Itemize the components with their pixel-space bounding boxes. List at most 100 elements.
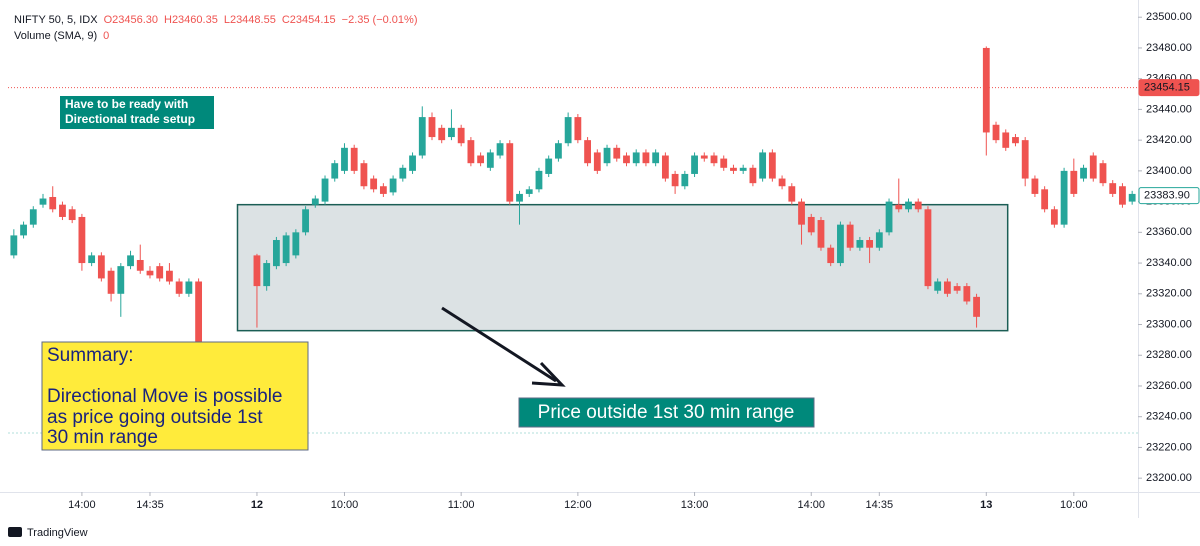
candle-body — [136, 259, 144, 271]
candle-body — [555, 143, 562, 159]
candle-body — [652, 152, 660, 164]
candle-body — [272, 240, 280, 267]
candle-body — [127, 255, 134, 267]
candle-body — [156, 266, 164, 279]
candle-body — [798, 201, 805, 225]
candle-body — [603, 147, 611, 164]
candle-body — [107, 270, 115, 294]
x-tick-label: 14:00 — [68, 499, 96, 511]
x-tick-label: 11:00 — [448, 499, 475, 511]
candle-body — [982, 47, 990, 133]
y-tick-label: 23220.00 — [1146, 441, 1192, 453]
y-tick-label: 23260.00 — [1146, 380, 1192, 392]
price-tag-label: 23454.15 — [1144, 82, 1190, 94]
candle-body — [1089, 155, 1097, 179]
candle-body — [856, 240, 864, 248]
symbol: NIFTY 50, 5, IDX — [14, 14, 98, 26]
candle-body — [185, 281, 193, 294]
setup-callout — [60, 96, 214, 129]
candle-body — [963, 286, 971, 302]
summary-text: as price going outside 1st — [47, 407, 263, 428]
candle-body — [1080, 167, 1087, 179]
candle-body — [379, 186, 387, 194]
setup-text: Have to be ready with — [65, 97, 188, 111]
x-tick-label: 10:00 — [1060, 499, 1088, 511]
candle-body — [623, 155, 630, 164]
candle-body — [632, 152, 640, 164]
candle-body — [895, 204, 903, 210]
candle-body — [885, 201, 893, 233]
x-tick-label: 14:35 — [136, 499, 164, 511]
legend-line: NIFTY 50, 5, IDX O23456.30 H23460.35 L23448… — [14, 14, 418, 26]
range-callout — [518, 397, 815, 428]
candle-body — [778, 178, 786, 187]
candle-body — [661, 155, 669, 179]
y-tick-label: 23360.00 — [1146, 226, 1192, 238]
y-tick-label: 23420.00 — [1146, 134, 1192, 146]
candle-body — [10, 235, 18, 256]
candle-body — [759, 152, 767, 179]
price-tag — [1138, 187, 1200, 205]
candle-layer — [10, 46, 1136, 348]
candle-body — [370, 178, 378, 190]
candle-body — [914, 201, 922, 210]
candle-body — [749, 167, 757, 184]
candle-body — [20, 224, 27, 236]
candle-body — [311, 198, 319, 205]
candle-body — [59, 204, 66, 217]
y-tick-label: 23340.00 — [1146, 257, 1192, 269]
candle-body — [545, 158, 553, 174]
y-tick-label: 23320.00 — [1146, 288, 1192, 300]
candle-body — [321, 178, 329, 202]
candle-body — [350, 147, 358, 171]
candle-body — [1128, 193, 1136, 202]
candle-body — [593, 152, 601, 171]
range-box — [236, 203, 1009, 332]
volume-label: Volume (SMA, 9) — [14, 30, 97, 42]
candle-body — [671, 173, 679, 187]
candle-body — [409, 155, 416, 171]
candle-body — [953, 286, 961, 291]
candle-body — [282, 235, 290, 264]
candle-body — [175, 281, 183, 294]
candle-body — [710, 155, 718, 164]
candle-body — [49, 196, 57, 210]
candle-body — [905, 201, 912, 210]
candle-body — [516, 193, 523, 202]
y-tick-label: 23200.00 — [1146, 472, 1192, 484]
x-tick-label: 12 — [251, 499, 263, 511]
candle-body — [1002, 132, 1010, 148]
brand-logo — [8, 527, 22, 537]
candle-body — [399, 167, 407, 179]
y-tick-label: 23440.00 — [1146, 103, 1192, 115]
candle-body — [1109, 183, 1117, 194]
candle-body — [486, 152, 494, 168]
candle-body — [1012, 137, 1019, 144]
candle-body — [564, 117, 572, 144]
candle-body — [827, 247, 835, 264]
candle-body — [817, 220, 825, 248]
candle-body — [525, 189, 533, 194]
candle-body — [866, 240, 874, 248]
arrow-shaft — [441, 306, 557, 383]
candle-body — [97, 255, 105, 279]
candle-body — [681, 173, 689, 187]
candle-body — [506, 143, 514, 202]
candle-body — [428, 117, 436, 138]
candle-body — [720, 158, 728, 168]
x-tick-label: 13 — [980, 499, 992, 511]
candle-body — [360, 163, 368, 187]
candle-body — [117, 266, 125, 294]
price-tag — [1138, 79, 1200, 97]
candle-body — [973, 296, 980, 317]
candle-body — [39, 198, 47, 205]
x-tick-label: 12:00 — [564, 499, 592, 511]
y-tick-label: 23500.00 — [1146, 11, 1192, 23]
x-tick-label: 14:35 — [866, 499, 894, 511]
candle-body — [642, 152, 650, 164]
range-text: Price outside 1st 30 min range — [538, 402, 795, 423]
candle-body — [992, 124, 1000, 141]
candle-body — [68, 209, 76, 221]
